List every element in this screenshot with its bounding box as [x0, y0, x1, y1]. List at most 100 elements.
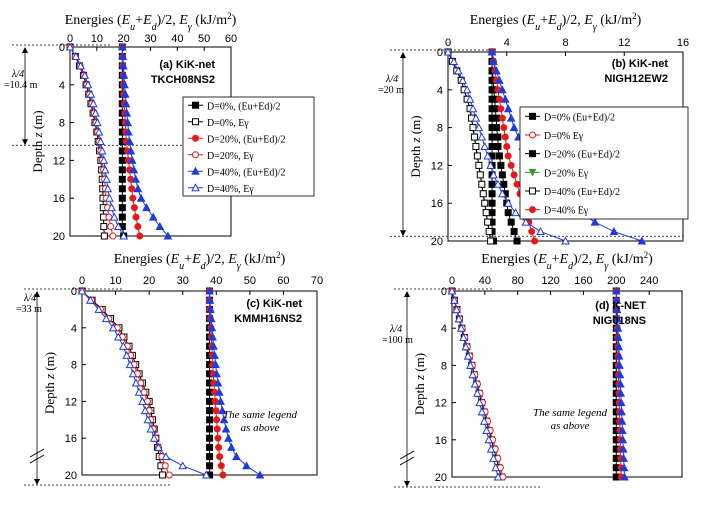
x-tick-label: 0 — [67, 33, 73, 45]
data-point — [132, 213, 140, 221]
data-point — [497, 105, 505, 113]
data-point — [486, 160, 495, 169]
data-point — [118, 204, 126, 212]
legend-entry: D=40% Eγ — [544, 206, 589, 217]
x-tick-label: 40 — [210, 275, 222, 287]
panel-label: (a) KiK-net — [159, 59, 215, 71]
data-point — [224, 433, 233, 442]
data-point — [475, 161, 483, 169]
data-point — [510, 171, 518, 179]
data-point — [100, 165, 110, 174]
quarter-wavelength-label: λ/4 — [389, 324, 402, 335]
data-point — [480, 141, 490, 150]
x-axis-title: Energies (Eu+Ed)/2, Eγ (kJ/m2) — [65, 11, 237, 33]
data-point — [143, 415, 153, 424]
data-point — [498, 85, 507, 94]
data-point — [491, 105, 499, 113]
data-point — [494, 133, 502, 141]
data-point — [211, 360, 220, 369]
data-point — [616, 398, 626, 407]
x-tick-label: 0 — [445, 37, 451, 49]
data-point — [216, 396, 225, 405]
x-tick-label: 30 — [144, 33, 156, 45]
data-point — [475, 398, 484, 407]
series-4 — [205, 286, 265, 479]
data-point — [477, 407, 487, 416]
data-point — [118, 341, 128, 350]
x-tick-label: 4 — [504, 37, 510, 49]
legend-note: as above — [551, 420, 590, 432]
series-5 — [447, 286, 503, 481]
data-point — [491, 463, 501, 472]
data-point — [159, 471, 167, 479]
x-axis-title: Energies (Eu+Ed)/2, Eγ (kJ/m2) — [114, 250, 286, 272]
data-point — [122, 350, 131, 359]
data-point — [611, 286, 621, 295]
data-point — [207, 323, 217, 332]
data-point — [590, 217, 600, 226]
data-point — [102, 174, 111, 183]
plot-frame — [81, 290, 318, 476]
y-tick-label: 4 — [59, 80, 65, 92]
legend-entry: D=20%, Eγ — [207, 151, 254, 162]
chart-panel-b: Energies (Eu+Ed)/2, Eγ (kJ/m2) 0 4 8 12 16 0 4 8… — [378, 11, 689, 248]
data-point — [134, 387, 144, 396]
data-point — [529, 131, 536, 139]
data-point — [469, 124, 477, 132]
data-point — [155, 221, 165, 231]
data-point — [561, 236, 570, 245]
data-point — [217, 462, 225, 470]
quarter-wavelength-label: λ/4 — [23, 293, 36, 304]
data-point — [473, 152, 481, 160]
data-point — [507, 161, 515, 169]
data-point — [501, 133, 509, 141]
data-point — [206, 397, 214, 405]
data-point — [513, 237, 521, 245]
x-tick-label: 10 — [109, 275, 121, 287]
data-point — [488, 180, 496, 188]
axis-break — [399, 456, 415, 466]
data-point — [216, 453, 224, 461]
data-point — [131, 174, 141, 183]
data-point — [97, 146, 107, 155]
data-point — [618, 444, 628, 453]
data-point — [80, 70, 90, 79]
y-axis-title: Depth z (m) — [30, 110, 45, 172]
data-point — [138, 396, 147, 405]
legend-entry: D=20%, (Eu+Ed)/2 — [207, 134, 286, 145]
x-tick-label: 200 — [607, 275, 625, 287]
data-point — [495, 95, 503, 103]
data-point — [208, 332, 217, 341]
legend-box — [182, 96, 315, 197]
data-point — [453, 66, 463, 75]
arrow-head-up — [400, 52, 406, 58]
data-point — [618, 435, 628, 444]
data-point — [472, 388, 482, 397]
data-point — [470, 379, 480, 388]
data-point — [201, 470, 211, 479]
x-tick-label: 60 — [225, 33, 237, 45]
data-point — [130, 204, 138, 212]
series-1 — [78, 287, 167, 479]
data-point — [488, 209, 496, 217]
data-point — [205, 286, 214, 295]
data-point — [476, 171, 484, 179]
arrow-head-down — [400, 230, 406, 237]
data-point — [486, 444, 496, 453]
legend-entry: D=40%, Eγ — [207, 184, 254, 195]
y-tick-label: 16 — [53, 193, 65, 205]
data-point — [487, 47, 497, 56]
series-4 — [611, 286, 629, 481]
data-point — [620, 472, 629, 481]
data-point — [536, 226, 545, 236]
y-tick-label: 12 — [431, 160, 443, 172]
data-point — [498, 171, 506, 179]
legend-box — [519, 106, 689, 220]
data-point — [161, 462, 169, 470]
data-point — [478, 180, 486, 188]
data-point — [466, 360, 475, 369]
data-point — [206, 453, 214, 461]
data-point — [463, 351, 473, 360]
data-point — [489, 56, 498, 65]
